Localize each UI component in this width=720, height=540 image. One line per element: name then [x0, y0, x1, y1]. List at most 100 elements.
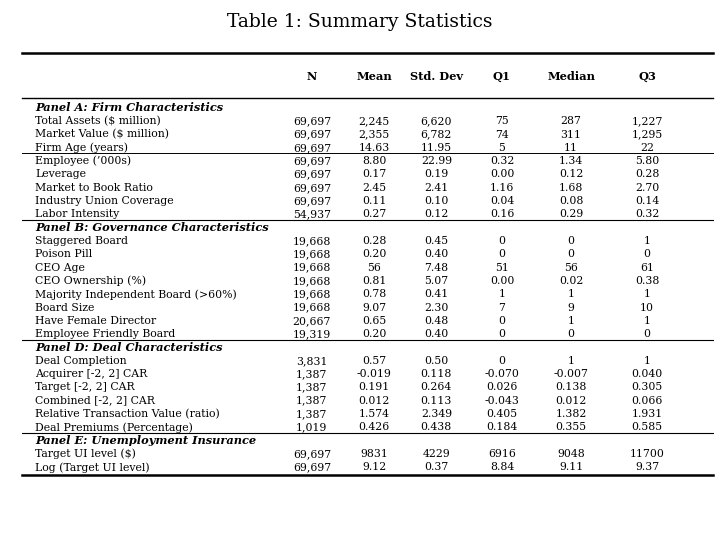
Text: 2,245: 2,245: [359, 116, 390, 126]
Text: Q1: Q1: [493, 71, 511, 82]
Text: 0.040: 0.040: [631, 369, 663, 379]
Text: Mean: Mean: [356, 71, 392, 82]
Text: 54,937: 54,937: [293, 210, 331, 219]
Text: 0.65: 0.65: [362, 316, 386, 326]
Text: 74: 74: [495, 130, 509, 139]
Text: 0.28: 0.28: [362, 236, 387, 246]
Text: 7.48: 7.48: [424, 262, 449, 273]
Text: Industry Union Coverage: Industry Union Coverage: [35, 196, 174, 206]
Text: 19,668: 19,668: [293, 249, 331, 259]
Text: 0: 0: [644, 329, 651, 339]
Text: 0.57: 0.57: [362, 356, 386, 366]
Text: 0.37: 0.37: [424, 462, 449, 472]
Text: 8.84: 8.84: [490, 462, 514, 472]
Text: 1.574: 1.574: [359, 409, 390, 419]
Text: 19,668: 19,668: [293, 262, 331, 273]
Text: 0.20: 0.20: [362, 329, 387, 339]
Text: 2.30: 2.30: [424, 302, 449, 313]
Text: Employee (’000s): Employee (’000s): [35, 156, 132, 166]
Text: 56: 56: [367, 262, 381, 273]
Text: 19,668: 19,668: [293, 276, 331, 286]
Text: 2.45: 2.45: [362, 183, 386, 193]
Text: 0.17: 0.17: [362, 170, 386, 179]
Text: 0.00: 0.00: [490, 276, 514, 286]
Text: -0.019: -0.019: [356, 369, 392, 379]
Text: 2.41: 2.41: [424, 183, 449, 193]
Text: 19,319: 19,319: [293, 329, 331, 339]
Text: Table 1: Summary Statistics: Table 1: Summary Statistics: [228, 12, 492, 31]
Text: 0.10: 0.10: [424, 196, 449, 206]
Text: 0: 0: [644, 249, 651, 259]
Text: 1: 1: [644, 236, 651, 246]
Text: 0.264: 0.264: [420, 382, 452, 393]
Text: 0.45: 0.45: [424, 236, 449, 246]
Text: 69,697: 69,697: [293, 462, 331, 472]
Text: 11700: 11700: [630, 449, 665, 459]
Text: 0.14: 0.14: [635, 196, 660, 206]
Text: 0.184: 0.184: [486, 422, 518, 433]
Text: 0.438: 0.438: [420, 422, 452, 433]
Text: 0: 0: [498, 249, 505, 259]
Text: 0.012: 0.012: [359, 396, 390, 406]
Text: Leverage: Leverage: [35, 170, 86, 179]
Text: Panel D: Deal Characteristics: Panel D: Deal Characteristics: [35, 342, 223, 353]
Text: 0.012: 0.012: [555, 396, 587, 406]
Text: Labor Intensity: Labor Intensity: [35, 210, 120, 219]
Text: 0.29: 0.29: [559, 210, 583, 219]
Text: 6916: 6916: [488, 449, 516, 459]
Text: Panel A: Firm Characteristics: Panel A: Firm Characteristics: [35, 103, 223, 113]
Text: Log (Target UI level): Log (Target UI level): [35, 462, 150, 472]
Text: Target UI level ($): Target UI level ($): [35, 449, 136, 459]
Text: 0.00: 0.00: [490, 170, 514, 179]
Text: Panel B: Governance Characteristics: Panel B: Governance Characteristics: [35, 222, 269, 233]
Text: N: N: [307, 71, 317, 82]
Text: 69,697: 69,697: [293, 183, 331, 193]
Text: 19,668: 19,668: [293, 289, 331, 299]
Text: 9.11: 9.11: [559, 462, 583, 472]
Text: 69,697: 69,697: [293, 170, 331, 179]
Text: Relative Transaction Value (ratio): Relative Transaction Value (ratio): [35, 409, 220, 419]
Text: 1,387: 1,387: [296, 382, 328, 393]
Text: 0.40: 0.40: [424, 249, 449, 259]
Text: 9.12: 9.12: [362, 462, 386, 472]
Text: 22.99: 22.99: [420, 156, 452, 166]
Text: 0.08: 0.08: [559, 196, 583, 206]
Text: 4229: 4229: [423, 449, 450, 459]
Text: 1,387: 1,387: [296, 409, 328, 419]
Text: 1,387: 1,387: [296, 396, 328, 406]
Text: 9.07: 9.07: [362, 302, 386, 313]
Text: 0.04: 0.04: [490, 196, 514, 206]
Text: 1.34: 1.34: [559, 156, 583, 166]
Text: 9048: 9048: [557, 449, 585, 459]
Text: 1: 1: [644, 289, 651, 299]
Text: 0.32: 0.32: [490, 156, 514, 166]
Text: Total Assets ($ million): Total Assets ($ million): [35, 116, 161, 126]
Text: 0.19: 0.19: [424, 170, 449, 179]
Text: 8.80: 8.80: [362, 156, 387, 166]
Text: 1: 1: [567, 289, 575, 299]
Text: 0: 0: [498, 316, 505, 326]
Text: Employee Friendly Board: Employee Friendly Board: [35, 329, 176, 339]
Text: 0: 0: [498, 329, 505, 339]
Text: Market Value ($ million): Market Value ($ million): [35, 130, 169, 140]
Text: 0.405: 0.405: [487, 409, 518, 419]
Text: 19,668: 19,668: [293, 236, 331, 246]
Text: 1,227: 1,227: [631, 116, 663, 126]
Text: 0.02: 0.02: [559, 276, 583, 286]
Text: 0.48: 0.48: [424, 316, 449, 326]
Text: 1,019: 1,019: [296, 422, 328, 433]
Text: Acquirer [-2, 2] CAR: Acquirer [-2, 2] CAR: [35, 369, 148, 379]
Text: 0.50: 0.50: [424, 356, 449, 366]
Text: 5: 5: [498, 143, 505, 153]
Text: Poison Pill: Poison Pill: [35, 249, 93, 259]
Text: Combined [-2, 2] CAR: Combined [-2, 2] CAR: [35, 396, 156, 406]
Text: 69,697: 69,697: [293, 116, 331, 126]
Text: CEO Ownership (%): CEO Ownership (%): [35, 275, 147, 286]
Text: 1,387: 1,387: [296, 369, 328, 379]
Text: 1.68: 1.68: [559, 183, 583, 193]
Text: 69,697: 69,697: [293, 156, 331, 166]
Text: 9.37: 9.37: [635, 462, 660, 472]
Text: 0.20: 0.20: [362, 249, 387, 259]
Text: 0.28: 0.28: [635, 170, 660, 179]
Text: 0.27: 0.27: [362, 210, 386, 219]
